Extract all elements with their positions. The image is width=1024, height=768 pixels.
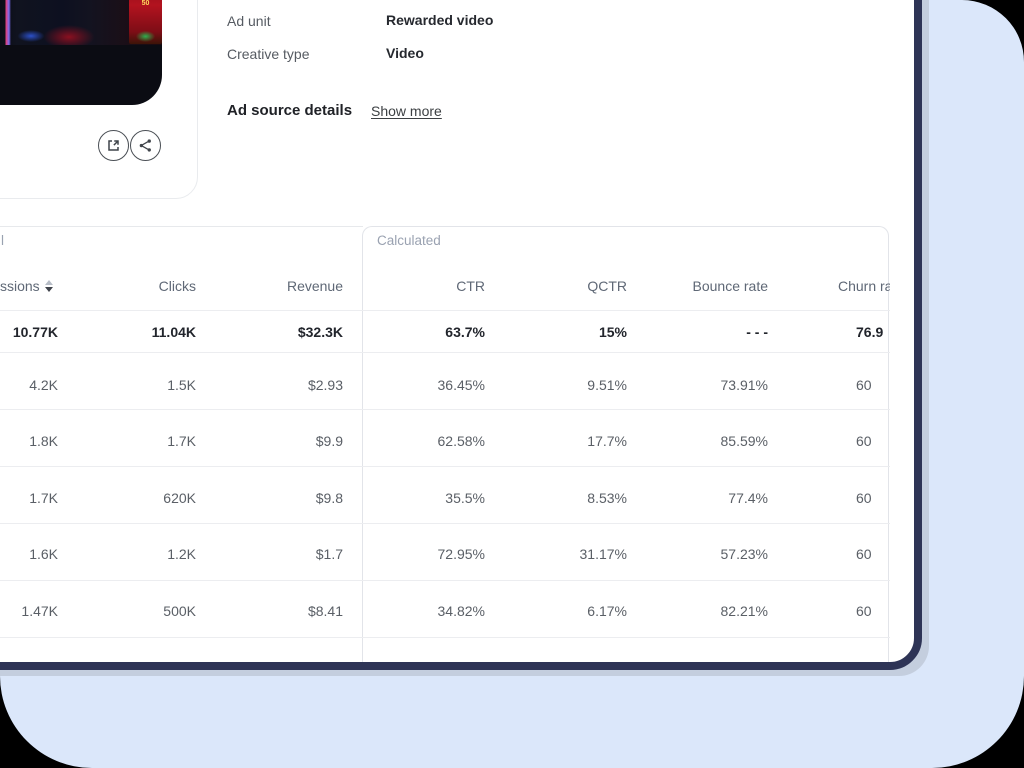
row-divider [0,580,890,581]
table-cell: $2.93 [307,377,343,393]
table-cell: 9.51% [587,377,627,393]
table-cell: $8.41 [307,603,343,619]
row-divider [0,409,890,410]
table-cell: 77.4% [728,490,768,506]
revenue-column-header: Revenue [286,278,343,294]
table-cell: 1.2K [167,546,196,562]
impressions-header-label: ssions [0,278,40,294]
share-icon [139,139,151,152]
table-cell: 620K [163,490,196,506]
table-cell: 60 [856,377,872,393]
table-cell: 1.5K [167,377,196,393]
row-divider [0,637,890,638]
table-cell: 31.17% [579,546,627,562]
table-cell: 60 [856,433,872,449]
row-divider [0,523,890,524]
churn-rate-column-header: Churn rate [838,278,890,294]
creative-type-value: Video [386,45,424,61]
table-row: 1.8K 1.7K $9.9 62.58% 17.7% 85.59% 60 [0,430,890,452]
table-cell: 1.8K [29,433,58,449]
table-cell: $32.3K [297,324,343,340]
table-cell: 76.9 [856,324,884,340]
sort-up-arrow-icon [44,280,53,285]
bounce-rate-column-header: Bounce rate [692,278,769,294]
table-cell: 1.7K [167,433,196,449]
table-cell: - - - [746,324,768,340]
table-cell: 62.58% [437,433,485,449]
row-divider [0,466,890,467]
table-top-border [0,226,363,227]
share-button[interactable] [130,130,161,161]
ctr-column-header: CTR [456,278,485,294]
table-cell: 36.45% [437,377,485,393]
table-cell: 34.82% [437,603,485,619]
impressions-column-header[interactable]: ssions [0,275,53,297]
table-cell: 82.21% [720,603,768,619]
table-cell: $9.9 [315,433,343,449]
table-row: 1.47K 500K $8.41 34.82% 6.17% 82.21% 60 [0,600,890,622]
row-divider [0,352,890,353]
table-cell: 60 [856,546,872,562]
sort-down-arrow-icon [44,287,53,292]
table-row: 1.6K 1.2K $1.7 72.95% 31.17% 57.23% 60 [0,543,890,565]
table-cell: 10.77K [12,324,58,340]
left-group-label-fragment: l [1,233,4,248]
table-cell: 85.59% [720,433,768,449]
table-cell: 11.04K [151,324,196,340]
table-cell: 8.53% [587,490,627,506]
table-cell: $9.8 [315,490,343,506]
thumbnail-photo: CREDIT 0 50 [0,0,162,45]
table-row: 1.7K 620K $9.8 35.5% 8.53% 77.4% 60 [0,487,890,509]
open-in-new-icon [108,140,119,151]
table-cell: 1.6K [29,546,58,562]
table-cell: $1.7 [315,546,343,562]
table-row: 4.2K 1.5K $2.93 36.45% 9.51% 73.91% 60 [0,374,890,396]
row-divider [0,310,890,311]
table-cell: 1.7K [29,490,58,506]
ad-unit-label: Ad unit [227,13,271,29]
table-cell: 17.7% [587,433,627,449]
clicks-column-header: Clicks [158,278,196,294]
table-cell: 6.17% [587,603,627,619]
table-cell: 73.91% [720,377,768,393]
table-cell: 15% [598,324,627,340]
ad-unit-value: Rewarded video [386,12,494,28]
table-cell: 1.47K [21,603,58,619]
calculated-group-label: Calculated [377,233,441,248]
table-cell: 60 [856,603,872,619]
creative-type-label: Creative type [227,46,310,62]
table-cell: 500K [163,603,196,619]
show-more-link[interactable]: Show more [371,103,442,119]
table-header-row: ssions Clicks Revenue CTR QCTR Bounce ra… [0,275,890,297]
creative-card: CREDIT 0 50 [0,0,198,199]
table-row: 10.77K 11.04K $32.3K 63.7% 15% - - - 76.9 [0,321,890,343]
table-cell: 63.7% [445,324,485,340]
table-cell: 57.23% [720,546,768,562]
table-cell: 60 [856,490,872,506]
qctr-column-header: QCTR [587,278,627,294]
table-cell: 35.5% [445,490,485,506]
credit-sign-line: 50 [141,0,150,7]
ad-source-details-title: Ad source details [227,102,353,119]
video-thumbnail[interactable]: CREDIT 0 50 [0,0,162,105]
open-in-new-button[interactable] [98,130,129,161]
sign-green-glow [133,28,158,42]
table-cell: 4.2K [29,377,58,393]
credit-sign: CREDIT 0 50 [129,0,162,44]
sort-icon[interactable] [44,280,53,292]
table-cell: 72.95% [437,546,485,562]
